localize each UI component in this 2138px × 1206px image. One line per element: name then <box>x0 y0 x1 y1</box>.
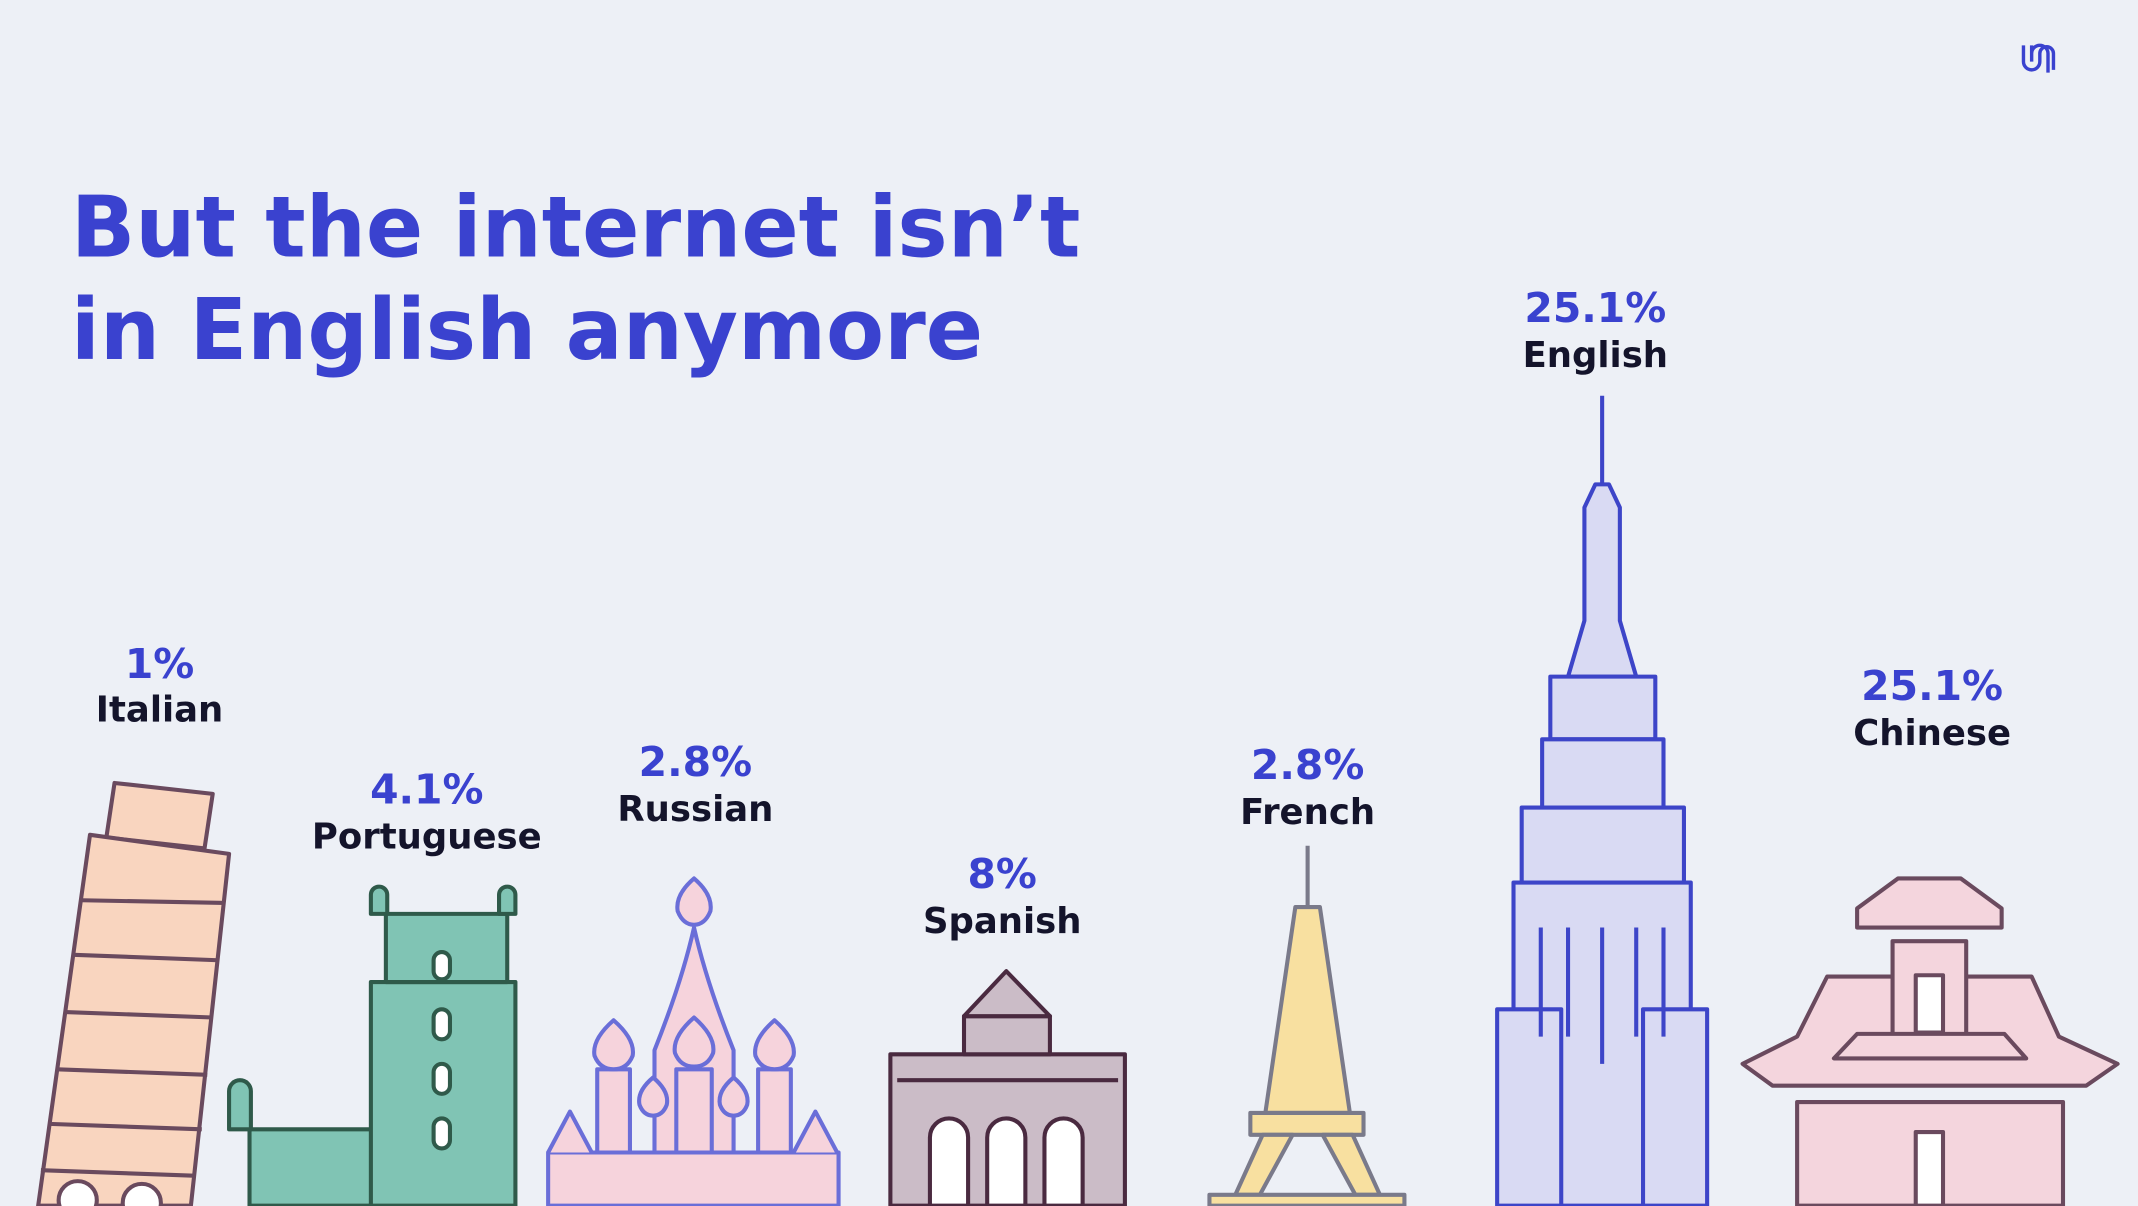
language-label: Spanish <box>923 901 1081 942</box>
eiffel-tower <box>1207 845 1407 1206</box>
language-label: French <box>1240 792 1375 833</box>
language-label: Chinese <box>1853 713 2011 754</box>
share-label: 4.1% <box>370 765 483 813</box>
share-label: 2.8% <box>639 738 752 786</box>
belem-tower <box>227 884 518 1206</box>
title-line: in English anymore <box>71 281 983 379</box>
logo <box>2021 43 2056 73</box>
share-label: 25.1% <box>1861 662 2003 710</box>
share-label: 2.8% <box>1251 741 1364 789</box>
language-label: English <box>1523 335 1668 376</box>
share-label: 25.1% <box>1524 284 1666 332</box>
share-label: 8% <box>967 850 1036 898</box>
st-basils <box>546 876 841 1206</box>
pisa-tower <box>36 780 232 1206</box>
labels: 1% Italian 4.1% Portuguese 2.8% Russian … <box>96 284 2011 942</box>
title-line: But the internet isn’t <box>71 179 1081 277</box>
language-label: Italian <box>96 690 223 731</box>
alcala-gate <box>888 969 1127 1206</box>
share-label: 1% <box>125 640 194 688</box>
language-label: Russian <box>617 789 773 830</box>
language-label: Portuguese <box>312 816 542 857</box>
pagoda <box>1740 876 2120 1206</box>
